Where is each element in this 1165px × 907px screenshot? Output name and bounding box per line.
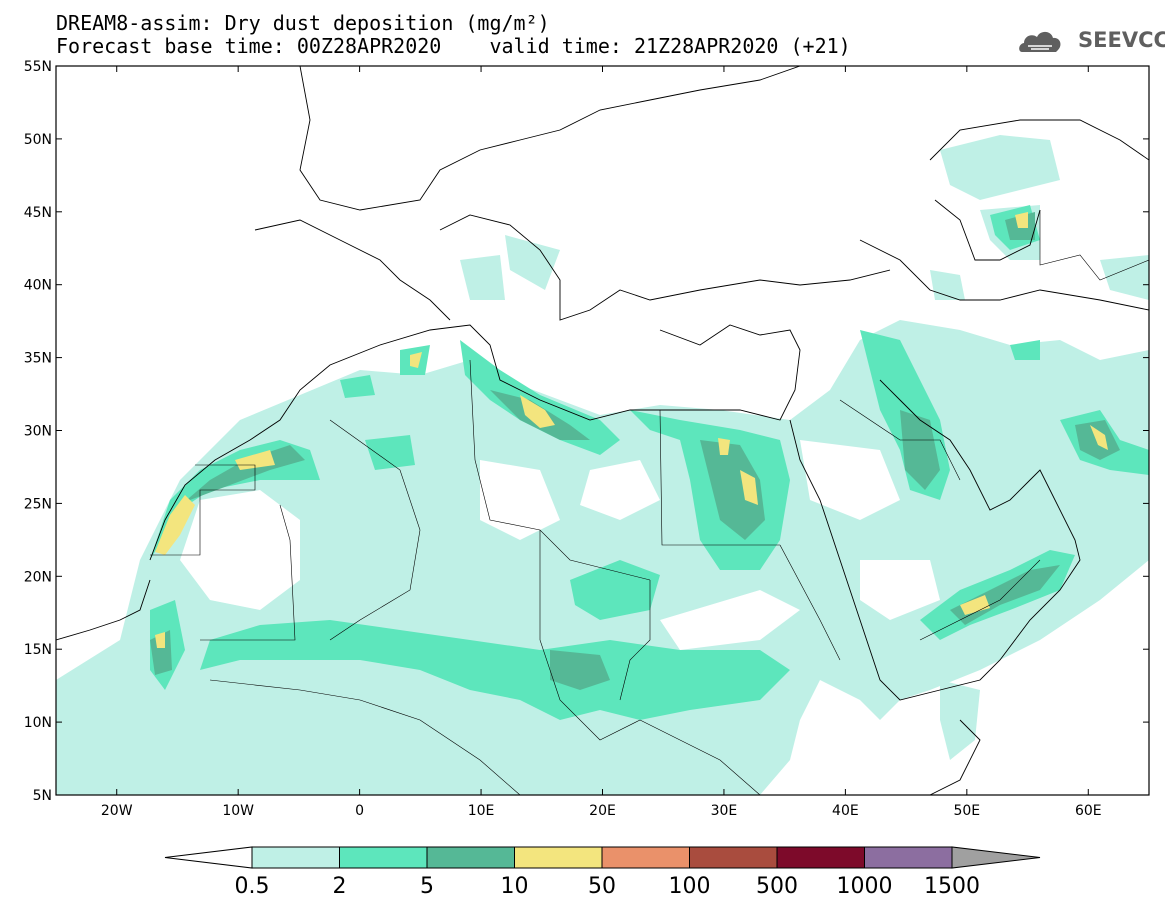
y-tick-label: 40N xyxy=(24,278,52,294)
forecast-time-line: Forecast base time: 00Z28APR2020 valid t… xyxy=(56,34,851,58)
y-axis: 55N 50N 45N 40N 35N 30N 25N 20N 15N 10N 5N xyxy=(24,59,1149,804)
dust-deposition-map: 20W 10W 0 10E 20E 30E 40E 50E 60E 55N 50N 45N 40N 35… xyxy=(24,59,1150,819)
colorbar-over-arrow xyxy=(951,846,1041,869)
colorbar-label: 5 xyxy=(420,874,434,899)
logo-text: SEEVCCC xyxy=(1078,28,1165,52)
x-axis: 20W 10W 0 10E 20E 30E 40E 50E 60E xyxy=(101,66,1102,819)
colorbar-label: 100 xyxy=(669,874,711,899)
y-tick-label: 50N xyxy=(24,132,52,148)
deposition-field xyxy=(56,135,1149,795)
colorbar-segment xyxy=(689,846,778,869)
colorbar-label: 1000 xyxy=(837,874,893,899)
colorbar-label: 2 xyxy=(333,874,347,899)
y-tick-label: 35N xyxy=(24,351,52,367)
coastlines xyxy=(56,66,1149,795)
colorbar-label: 50 xyxy=(588,874,616,899)
colorbar-label: 500 xyxy=(756,874,798,899)
y-tick-label: 55N xyxy=(24,59,52,75)
country-borders xyxy=(150,210,1149,795)
colorbar-label: 1500 xyxy=(924,874,980,899)
x-tick-label: 50E xyxy=(953,803,980,819)
colorbar-legend: 0.5 2 5 10 50 100 500 1000 1500 xyxy=(164,846,1041,899)
x-tick-label: 20E xyxy=(589,803,616,819)
x-tick-label: 40E xyxy=(832,803,859,819)
y-tick-label: 20N xyxy=(24,569,52,585)
y-tick-label: 15N xyxy=(24,642,52,658)
y-tick-label: 45N xyxy=(24,205,52,221)
x-tick-label: 10W xyxy=(222,803,254,819)
y-tick-label: 30N xyxy=(24,424,52,440)
colorbar-segment xyxy=(339,846,428,869)
colorbar-segment xyxy=(776,846,865,869)
colorbar-segment xyxy=(514,846,603,869)
y-tick-label: 5N xyxy=(33,788,52,804)
x-tick-label: 60E xyxy=(1075,803,1102,819)
y-tick-label: 25N xyxy=(24,496,52,512)
map-title: DREAM8-assim: Dry dust deposition (mg/m²… xyxy=(56,11,550,35)
colorbar-label: 0.5 xyxy=(235,874,270,899)
x-tick-label: 20W xyxy=(101,803,133,819)
x-tick-label: 30E xyxy=(711,803,738,819)
colorbar-segment xyxy=(601,846,690,869)
colorbar-segment xyxy=(426,846,515,869)
colorbar-label: 10 xyxy=(501,874,529,899)
colorbar-segment xyxy=(251,846,340,869)
x-tick-label: 10E xyxy=(468,803,495,819)
y-tick-label: 10N xyxy=(24,715,52,731)
colorbar-segment xyxy=(864,846,953,869)
x-tick-label: 0 xyxy=(355,803,364,819)
cloud-logo-icon xyxy=(1019,31,1061,52)
colorbar-under-arrow xyxy=(164,846,253,869)
